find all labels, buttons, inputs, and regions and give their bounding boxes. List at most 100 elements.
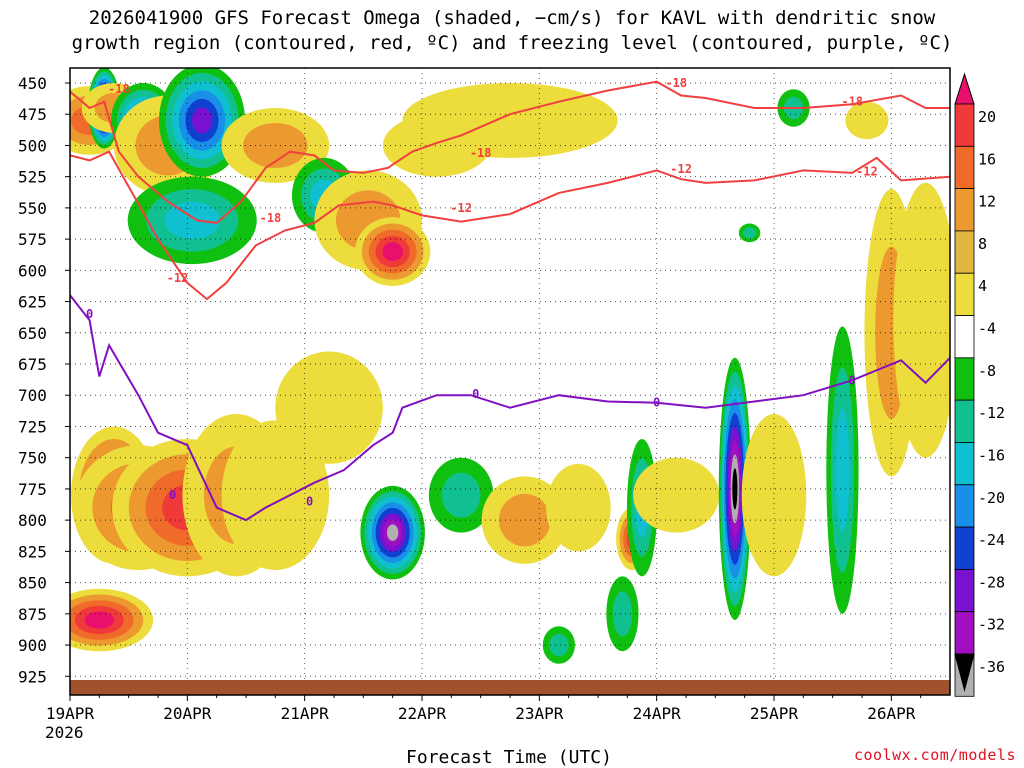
contour-0 [70, 80, 950, 224]
omega-region-26 [732, 468, 738, 510]
chart-title: 2026041900 GFS Forecast Omega (shaded, −… [71, 7, 953, 54]
colorbar-tick-label-12: -32 [978, 616, 1005, 634]
omega-region-28 [835, 408, 850, 532]
x-tick-label-24APR: 24APR [633, 704, 682, 723]
x-tick-label-25APR: 25APR [750, 704, 799, 723]
omega-shading [70, 68, 950, 664]
x-axis-title: Forecast Time (UTC) [406, 747, 612, 768]
contour-label-0-3: -18 [665, 76, 687, 90]
colorbar-bottom-arrow [954, 653, 975, 692]
colorbar-segment-2 [954, 145, 975, 190]
contour-label-1-2: -12 [670, 162, 692, 176]
omega-region-36 [612, 591, 633, 637]
y-tick-label-850: 850 [18, 574, 47, 593]
y-tick-label-675: 675 [18, 355, 47, 374]
omega-region-34 [549, 633, 569, 657]
colorbar-segment-12 [954, 568, 975, 613]
x-tick-label-26APR: 26APR [867, 704, 916, 723]
y-tick-label-700: 700 [18, 386, 47, 405]
x-tick-label-20APR: 20APR [163, 704, 212, 723]
y-tick-label-575: 575 [18, 230, 47, 249]
y-tick-label-650: 650 [18, 324, 47, 343]
y-tick-label-825: 825 [18, 542, 47, 561]
colorbar-tick-label-7: -12 [978, 404, 1005, 422]
y-tick-label-550: 550 [18, 199, 47, 218]
colorbar: 20 16 12 8 4 -4 -8 -12 -16 -20 -24 -28 -32 -36 [954, 72, 1005, 697]
colorbar-tick-label-13: -36 [978, 658, 1005, 676]
colorbar-tick-label-8: -16 [978, 446, 1005, 464]
contour-lines: -18 -18 -18 -18 -18 -12 -12 -12 -12 0 0 0 0 0 0 [70, 76, 950, 522]
y-tick-label-625: 625 [18, 293, 47, 312]
y-tick-label-725: 725 [18, 417, 47, 436]
contour-label-2-0: 0 [86, 307, 93, 321]
colorbar-segment-7 [954, 357, 975, 401]
y-tick-label-500: 500 [18, 136, 47, 155]
contour-label-1-1: -12 [450, 201, 472, 215]
contour-label-2-4: 0 [653, 396, 660, 410]
x-year-label: 2026 [45, 723, 84, 742]
contour-label-2-5: 0 [849, 373, 856, 387]
omega-region-21 [498, 493, 551, 547]
omega-region-20 [441, 472, 481, 518]
colorbar-segment-4 [954, 230, 975, 274]
colorbar-tick-label-5: -4 [978, 320, 996, 338]
omega-region-19 [386, 524, 399, 541]
colorbar-tick-label-1: 16 [978, 150, 996, 168]
colorbar-tick-label-10: -24 [978, 531, 1005, 549]
contour-label-1-0: -12 [167, 271, 189, 285]
y-tick-label-750: 750 [18, 449, 47, 468]
x-axis: 19APR 20APR 21APR 22APR 23APR 24APR 25APR 26APR [46, 695, 922, 723]
y-axis: 450 475 500 525 550 575 600 625 650 675 700 725 750 7… [18, 74, 70, 686]
x-tick-label-21APR: 21APR [281, 704, 330, 723]
x-tick-label-22APR: 22APR [398, 704, 447, 723]
omega-region-35 [84, 611, 115, 629]
omega-region-22 [546, 463, 611, 552]
omega-region-32 [845, 101, 889, 140]
colorbar-segment-5 [954, 272, 975, 316]
colorbar-tick-label-3: 8 [978, 235, 987, 253]
colorbar-segment-10 [954, 484, 975, 528]
contour-label-0-2: -18 [470, 146, 492, 160]
contour-label-2-2: 0 [306, 494, 313, 508]
y-tick-label-875: 875 [18, 605, 47, 624]
y-tick-label-475: 475 [18, 105, 47, 124]
contour-1 [70, 150, 950, 301]
colorbar-segment-1 [954, 103, 975, 147]
contour-label-2-1: 0 [169, 488, 176, 502]
omega-region-17 [221, 420, 330, 571]
y-tick-label-450: 450 [18, 74, 47, 93]
colorbar-tick-label-2: 12 [978, 193, 996, 211]
contour-label-0-4: -18 [841, 95, 863, 109]
colorbar-segment-13 [954, 611, 975, 655]
contour-label-1-3: -12 [856, 165, 878, 179]
y-tick-label-925: 925 [18, 667, 47, 686]
colorbar-segment-6 [954, 315, 975, 359]
colorbar-tick-label-6: -8 [978, 362, 996, 380]
omega-region-12 [402, 82, 618, 158]
omega-region-25 [633, 457, 720, 533]
y-tick-label-600: 600 [18, 261, 47, 280]
colorbar-tick-label-0: 20 [978, 108, 996, 126]
ground-terrain [70, 680, 950, 695]
grid-lines [70, 68, 950, 695]
colorbar-segment-3 [954, 188, 975, 232]
contour-2 [70, 294, 950, 522]
colorbar-top-arrow [954, 72, 975, 105]
omega-region-10 [382, 242, 403, 261]
y-tick-label-900: 900 [18, 636, 47, 655]
x-tick-label-19APR: 19APR [46, 704, 95, 723]
omega-region-27 [741, 413, 807, 577]
contour-label-2-3: 0 [472, 387, 479, 401]
y-tick-label-525: 525 [18, 168, 47, 187]
colorbar-tick-label-11: -28 [978, 573, 1005, 591]
omega-region-5 [192, 107, 212, 134]
colorbar-segment-8 [954, 399, 975, 443]
omega-region-33 [743, 227, 757, 239]
y-tick-label-800: 800 [18, 511, 47, 530]
contour-label-0-1: -18 [260, 211, 282, 225]
y-tick-label-775: 775 [18, 480, 47, 499]
omega-region-18 [275, 351, 383, 464]
omega-region-30 [893, 182, 950, 458]
colorbar-tick-label-4: 4 [978, 277, 987, 295]
